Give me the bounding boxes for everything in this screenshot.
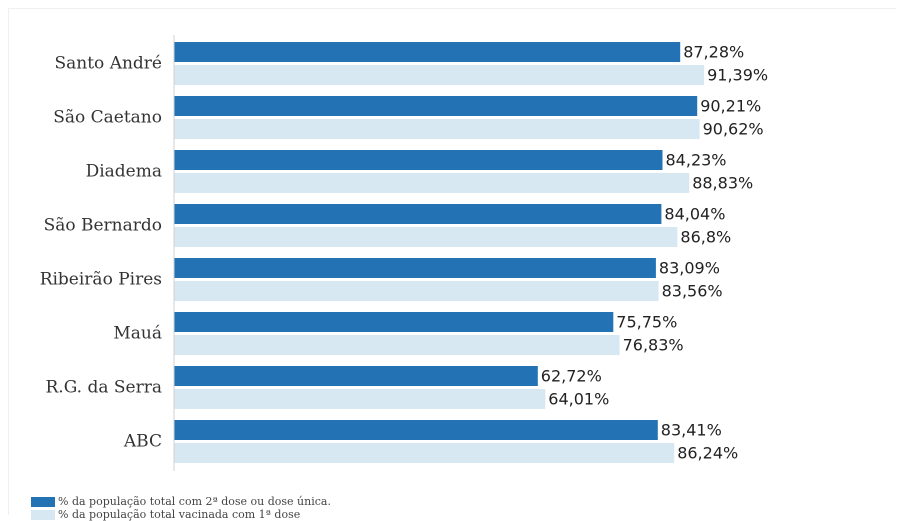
- legend-swatch-series-2: [31, 509, 55, 520]
- value-label-sao-caetano-series-2: 90,62%: [703, 120, 764, 139]
- legend-item-series-1: % da população total com 2ª dose ou dose…: [31, 495, 331, 508]
- bar-ribeirao-pires-series-2: [174, 281, 659, 301]
- value-label-r-g-da-serra-series-2: 64,01%: [548, 390, 609, 409]
- bar-sao-caetano-series-2: [174, 119, 700, 139]
- value-label-ribeirao-pires-series-1: 83,09%: [659, 259, 720, 278]
- category-label-r-g-da-serra: R.G. da Serra: [45, 378, 162, 398]
- value-label-santo-andre-series-1: 87,28%: [683, 43, 744, 62]
- bar-diadema-series-2: [174, 173, 690, 193]
- bar-santo-andre-series-2: [174, 65, 705, 85]
- category-label-ribeirao-pires: Ribeirão Pires: [40, 270, 162, 290]
- value-label-santo-andre-series-2: 91,39%: [707, 66, 768, 85]
- bar-sao-caetano-series-1: [174, 96, 698, 116]
- category-label-abc: ABC: [123, 432, 162, 452]
- category-label-maua: Mauá: [113, 324, 162, 344]
- bar-r-g-da-serra-series-1: [174, 366, 538, 386]
- category-label-diadema: Diadema: [86, 162, 162, 182]
- chart-card: Santo André 87,28% 91,39% São Caetano 90,21%…: [8, 8, 896, 521]
- value-label-maua-series-1: 75,75%: [616, 313, 677, 332]
- bar-r-g-da-serra-series-2: [174, 389, 546, 409]
- category-label-sao-caetano: São Caetano: [53, 108, 162, 128]
- value-label-ribeirao-pires-series-2: 83,56%: [662, 282, 723, 301]
- bar-maua-series-1: [174, 312, 614, 332]
- bar-santo-andre-series-1: [174, 42, 681, 62]
- bar-diadema-series-1: [174, 150, 663, 170]
- legend-label-series-1: % da população total com 2ª dose ou dose…: [58, 495, 331, 508]
- value-label-diadema-series-1: 84,23%: [666, 151, 727, 170]
- bar-abc-series-2: [174, 443, 675, 463]
- value-label-diadema-series-2: 88,83%: [692, 174, 753, 193]
- category-label-sao-bernardo: São Bernardo: [44, 216, 162, 236]
- bar-sao-bernardo-series-2: [174, 227, 678, 247]
- bar-ribeirao-pires-series-1: [174, 258, 656, 278]
- value-label-r-g-da-serra-series-1: 62,72%: [541, 367, 602, 386]
- value-label-sao-bernardo-series-1: 84,04%: [664, 205, 725, 224]
- legend-label-series-2: % da população total vacinada com 1ª dos…: [58, 508, 301, 521]
- category-label-santo-andre: Santo André: [55, 54, 163, 74]
- legend: % da população total com 2ª dose ou dose…: [31, 495, 331, 521]
- value-label-sao-bernardo-series-2: 86,8%: [680, 228, 731, 247]
- legend-swatch-series-1: [31, 496, 55, 507]
- bar-chart: Santo André 87,28% 91,39% São Caetano 90,21%…: [40, 35, 768, 471]
- value-label-abc-series-2: 86,24%: [677, 444, 738, 463]
- value-label-maua-series-2: 76,83%: [623, 336, 684, 355]
- bar-sao-bernardo-series-1: [174, 204, 662, 224]
- legend-item-series-2: % da população total vacinada com 1ª dos…: [31, 508, 331, 521]
- bar-maua-series-2: [174, 335, 620, 355]
- value-label-sao-caetano-series-1: 90,21%: [700, 97, 761, 116]
- value-label-abc-series-1: 83,41%: [661, 421, 722, 440]
- bar-abc-series-1: [174, 420, 658, 440]
